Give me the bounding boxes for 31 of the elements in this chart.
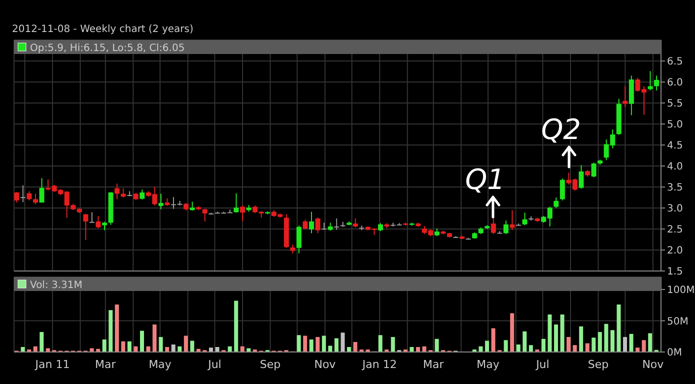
x-tick-label: Nov — [642, 358, 664, 371]
x-tick-label: Jan 12 — [361, 358, 397, 371]
y-tick-label: 0M — [667, 348, 682, 359]
y-tick-label: 2.5 — [667, 224, 683, 236]
x-tick-label: May — [476, 358, 500, 371]
y-tick-label: 5.5 — [667, 98, 683, 110]
chart-subtitle: 2012-11-08 - Weekly chart (2 years) — [12, 24, 194, 35]
y-tick-label: 3.5 — [667, 182, 683, 194]
annotation: Op:5.9, Hi:6.15, Lo:5.8, Cl:6.05 — [30, 43, 185, 54]
x-tick-label: Sep — [588, 358, 609, 371]
x-tick-label: Mar — [423, 358, 444, 371]
y-tick-label: 4.0 — [667, 162, 683, 173]
x-tick-label: Jul — [207, 358, 222, 371]
annotation: Q2 — [541, 113, 581, 146]
y-tick-label: 1.5 — [667, 266, 683, 278]
annotation: Vol: 3.31M — [30, 280, 82, 291]
x-tick-label: Mar — [95, 358, 116, 371]
x-tick-label: Nov — [314, 358, 336, 371]
x-tick-label: Sep — [260, 358, 281, 371]
y-tick-label: 3.0 — [667, 204, 683, 215]
y-tick-label: 6.0 — [667, 78, 683, 89]
y-tick-label: 50M — [667, 316, 688, 328]
y-tick-label: 5.0 — [667, 120, 683, 131]
x-tick-label: May — [148, 358, 172, 371]
annotation: Q1 — [465, 163, 505, 196]
x-tick-label: Jan 11 — [34, 358, 70, 371]
x-tick-label: Jul — [535, 358, 550, 371]
y-tick-label: 4.5 — [667, 140, 683, 152]
y-tick-label: 100M — [667, 285, 695, 296]
y-tick-label: 2.0 — [667, 246, 683, 257]
y-tick-label: 6.5 — [667, 56, 683, 68]
